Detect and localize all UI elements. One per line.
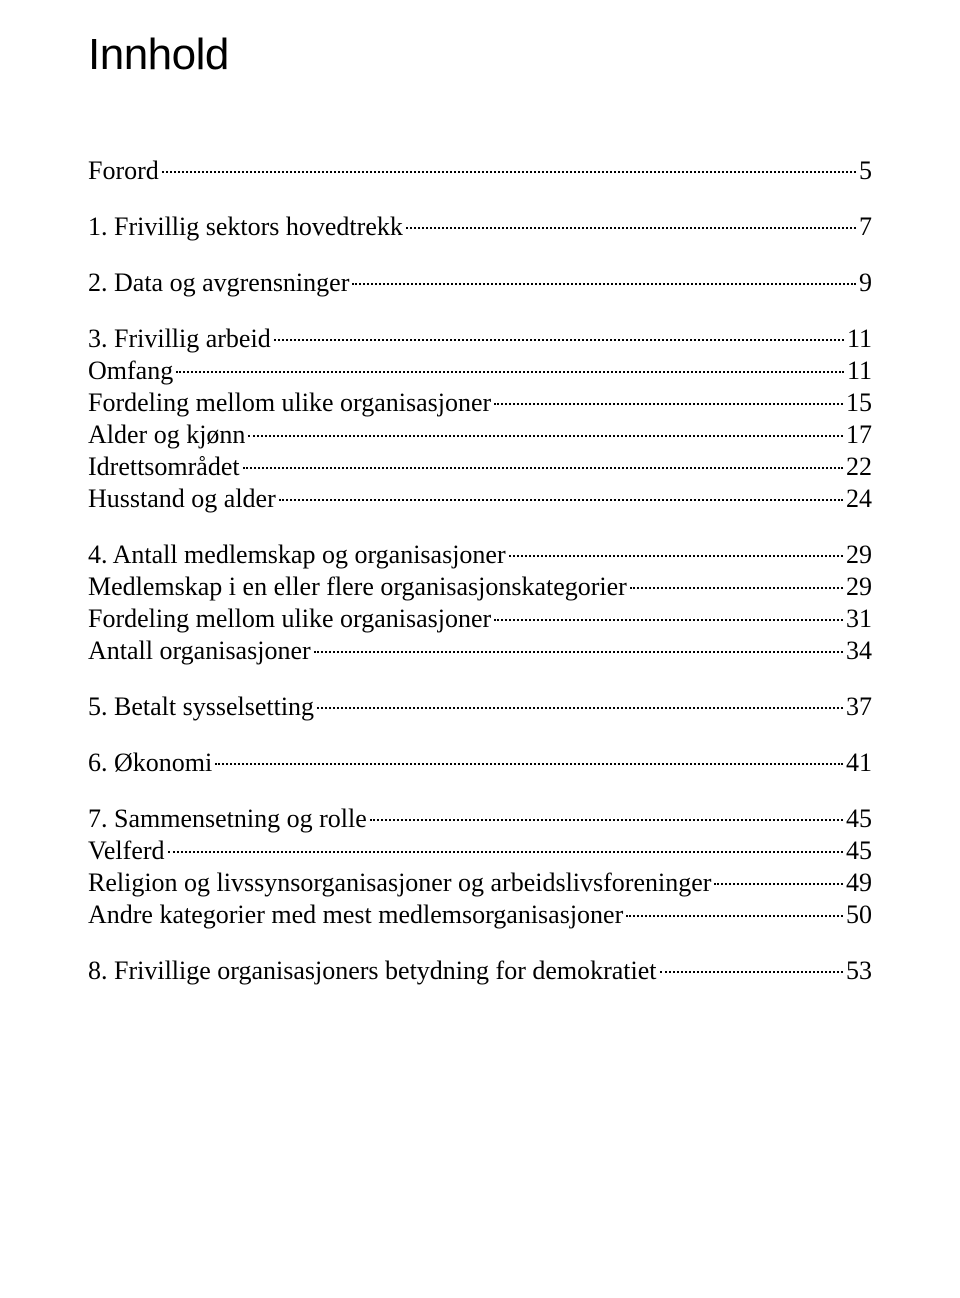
toc-leader-dots	[714, 883, 843, 885]
toc-entry-page: 11	[847, 358, 872, 384]
toc-entry-label: Religion og livssynsorganisasjoner og ar…	[88, 870, 711, 896]
toc-entry: 6. Økonomi 41	[88, 750, 872, 776]
toc-entry-label: Velferd	[88, 838, 165, 864]
toc-leader-dots	[248, 435, 843, 437]
toc-entry-page: 5	[859, 158, 872, 184]
toc-leader-dots	[317, 707, 843, 709]
toc-leader-dots	[630, 587, 843, 589]
toc-entry: 2. Data og avgrensninger 9	[88, 270, 872, 296]
toc-leader-dots	[243, 467, 843, 469]
toc-entry-label: Husstand og alder	[88, 486, 276, 512]
toc-leader-dots	[509, 555, 843, 557]
toc-entry-page: 22	[846, 454, 872, 480]
toc-entry-page: 11	[847, 326, 872, 352]
toc-entry: Andre kategorier med mest medlemsorganis…	[88, 902, 872, 928]
toc-leader-dots	[494, 403, 843, 405]
toc-entry-label: 3. Frivillig arbeid	[88, 326, 271, 352]
toc-entry: 5. Betalt sysselsetting 37	[88, 694, 872, 720]
toc-entry-label: Forord	[88, 158, 159, 184]
toc-entry-page: 45	[846, 806, 872, 832]
toc-entry-page: 7	[859, 214, 872, 240]
toc-entry-label: Medlemskap i en eller flere organisasjon…	[88, 574, 627, 600]
toc-entry-page: 31	[846, 606, 872, 632]
toc-entry: Fordeling mellom ulike organisasjoner 15	[88, 390, 872, 416]
toc-leader-dots	[162, 171, 856, 173]
toc-entry-label: Alder og kjønn	[88, 422, 245, 448]
toc-entry: Husstand og alder 24	[88, 486, 872, 512]
toc-entry: Omfang 11	[88, 358, 872, 384]
toc-entry-label: 2. Data og avgrensninger	[88, 270, 349, 296]
page-content: Innhold Forord 5 1. Frivillig sektors hove…	[0, 0, 960, 984]
toc-leader-dots	[494, 619, 843, 621]
toc-entry-page: 34	[846, 638, 872, 664]
toc-entry-label: 6. Økonomi	[88, 750, 212, 776]
toc-entry-label: 4. Antall medlemskap og organisasjoner	[88, 542, 506, 568]
toc-entry: 7. Sammensetning og rolle 45	[88, 806, 872, 832]
toc-leader-dots	[660, 971, 843, 973]
toc-leader-dots	[406, 227, 856, 229]
toc-entry: 8. Frivillige organisasjoners betydning …	[88, 958, 872, 984]
toc-entry: Religion og livssynsorganisasjoner og ar…	[88, 870, 872, 896]
toc-entry-label: 5. Betalt sysselsetting	[88, 694, 314, 720]
toc-entry: Velferd 45	[88, 838, 872, 864]
toc-entry-page: 49	[846, 870, 872, 896]
toc-entry: Forord 5	[88, 158, 872, 184]
toc-entry-page: 53	[846, 958, 872, 984]
toc-entry-label: Idrettsområdet	[88, 454, 240, 480]
toc-leader-dots	[370, 819, 843, 821]
toc-leader-dots	[168, 851, 843, 853]
toc-entry-label: 1. Frivillig sektors hovedtrekk	[88, 214, 403, 240]
toc-entry-label: 7. Sammensetning og rolle	[88, 806, 367, 832]
toc-entry-page: 45	[846, 838, 872, 864]
toc-entry-label: Antall organisasjoner	[88, 638, 311, 664]
toc-entry-page: 50	[846, 902, 872, 928]
toc-leader-dots	[176, 371, 844, 373]
toc-leader-dots	[215, 763, 843, 765]
toc-entry-page: 9	[859, 270, 872, 296]
toc-entry-label: 8. Frivillige organisasjoners betydning …	[88, 958, 657, 984]
toc-entry-page: 29	[846, 542, 872, 568]
toc-entry-label: Omfang	[88, 358, 173, 384]
toc-entry: 4. Antall medlemskap og organisasjoner 29	[88, 542, 872, 568]
toc-entry: Medlemskap i en eller flere organisasjon…	[88, 574, 872, 600]
toc-leader-dots	[279, 499, 843, 501]
toc-entry: Antall organisasjoner 34	[88, 638, 872, 664]
toc-leader-dots	[274, 339, 844, 341]
toc-entry-page: 41	[846, 750, 872, 776]
page-title: Innhold	[88, 30, 872, 80]
toc-leader-dots	[314, 651, 843, 653]
toc-entry: 1. Frivillig sektors hovedtrekk 7	[88, 214, 872, 240]
toc-entry-label: Andre kategorier med mest medlemsorganis…	[88, 902, 623, 928]
toc-entry: Idrettsområdet 22	[88, 454, 872, 480]
toc-leader-dots	[352, 283, 856, 285]
toc-entry-page: 17	[846, 422, 872, 448]
toc-entry-page: 24	[846, 486, 872, 512]
toc-entry: Fordeling mellom ulike organisasjoner 31	[88, 606, 872, 632]
toc-entry: Alder og kjønn 17	[88, 422, 872, 448]
toc-entry: 3. Frivillig arbeid 11	[88, 326, 872, 352]
toc-entry-page: 15	[846, 390, 872, 416]
toc-entry-page: 37	[846, 694, 872, 720]
table-of-contents: Forord 5 1. Frivillig sektors hovedtrekk 7 2…	[88, 158, 872, 984]
toc-entry-page: 29	[846, 574, 872, 600]
toc-entry-label: Fordeling mellom ulike organisasjoner	[88, 606, 491, 632]
toc-leader-dots	[626, 915, 843, 917]
toc-entry-label: Fordeling mellom ulike organisasjoner	[88, 390, 491, 416]
